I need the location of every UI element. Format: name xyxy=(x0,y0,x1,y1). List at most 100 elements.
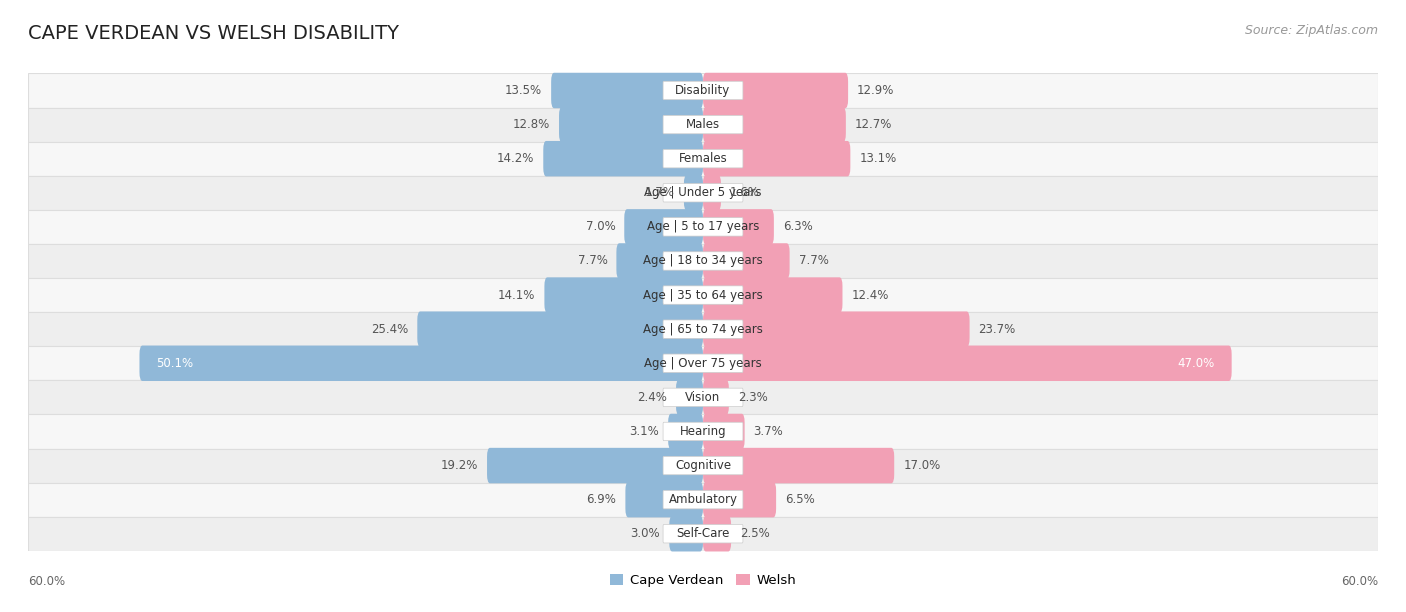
FancyBboxPatch shape xyxy=(28,414,1378,449)
Text: 19.2%: 19.2% xyxy=(440,459,478,472)
Text: 25.4%: 25.4% xyxy=(371,323,408,335)
FancyBboxPatch shape xyxy=(703,175,721,211)
FancyBboxPatch shape xyxy=(703,379,728,415)
FancyBboxPatch shape xyxy=(616,243,703,278)
Text: 60.0%: 60.0% xyxy=(1341,575,1378,588)
Text: Age | 5 to 17 years: Age | 5 to 17 years xyxy=(647,220,759,233)
FancyBboxPatch shape xyxy=(28,380,1378,414)
Text: Age | 35 to 64 years: Age | 35 to 64 years xyxy=(643,289,763,302)
Text: 14.2%: 14.2% xyxy=(496,152,534,165)
FancyBboxPatch shape xyxy=(664,218,742,236)
FancyBboxPatch shape xyxy=(551,73,703,108)
FancyBboxPatch shape xyxy=(676,379,703,415)
Text: 3.1%: 3.1% xyxy=(630,425,659,438)
FancyBboxPatch shape xyxy=(664,422,742,441)
Text: CAPE VERDEAN VS WELSH DISABILITY: CAPE VERDEAN VS WELSH DISABILITY xyxy=(28,24,399,43)
Text: 2.4%: 2.4% xyxy=(637,391,666,404)
FancyBboxPatch shape xyxy=(543,141,703,176)
FancyBboxPatch shape xyxy=(418,312,703,347)
Text: 2.5%: 2.5% xyxy=(740,528,770,540)
Text: 3.0%: 3.0% xyxy=(631,528,661,540)
FancyBboxPatch shape xyxy=(703,141,851,176)
FancyBboxPatch shape xyxy=(28,73,1378,108)
FancyBboxPatch shape xyxy=(703,346,1232,381)
FancyBboxPatch shape xyxy=(28,278,1378,312)
FancyBboxPatch shape xyxy=(28,517,1378,551)
FancyBboxPatch shape xyxy=(28,312,1378,346)
Text: Source: ZipAtlas.com: Source: ZipAtlas.com xyxy=(1244,24,1378,37)
Text: Cognitive: Cognitive xyxy=(675,459,731,472)
FancyBboxPatch shape xyxy=(664,320,742,338)
FancyBboxPatch shape xyxy=(703,414,745,449)
FancyBboxPatch shape xyxy=(664,149,742,168)
Text: Age | Over 75 years: Age | Over 75 years xyxy=(644,357,762,370)
Text: 6.3%: 6.3% xyxy=(783,220,813,233)
Text: 60.0%: 60.0% xyxy=(28,575,65,588)
FancyBboxPatch shape xyxy=(703,516,731,551)
FancyBboxPatch shape xyxy=(28,346,1378,380)
Text: 47.0%: 47.0% xyxy=(1178,357,1215,370)
Text: 50.1%: 50.1% xyxy=(156,357,194,370)
FancyBboxPatch shape xyxy=(703,73,848,108)
Text: Disability: Disability xyxy=(675,84,731,97)
Text: 17.0%: 17.0% xyxy=(903,459,941,472)
Text: 12.9%: 12.9% xyxy=(858,84,894,97)
FancyBboxPatch shape xyxy=(28,176,1378,210)
Text: 13.5%: 13.5% xyxy=(505,84,543,97)
FancyBboxPatch shape xyxy=(28,108,1378,141)
Text: 7.7%: 7.7% xyxy=(578,255,607,267)
FancyBboxPatch shape xyxy=(683,175,703,211)
Text: 7.0%: 7.0% xyxy=(585,220,616,233)
FancyBboxPatch shape xyxy=(624,209,703,245)
Text: 7.7%: 7.7% xyxy=(799,255,828,267)
FancyBboxPatch shape xyxy=(664,524,742,543)
FancyBboxPatch shape xyxy=(544,277,703,313)
Text: 23.7%: 23.7% xyxy=(979,323,1015,335)
FancyBboxPatch shape xyxy=(28,449,1378,483)
FancyBboxPatch shape xyxy=(703,209,773,245)
Text: Self-Care: Self-Care xyxy=(676,528,730,540)
Text: Age | 65 to 74 years: Age | 65 to 74 years xyxy=(643,323,763,335)
FancyBboxPatch shape xyxy=(664,81,742,100)
Text: 12.7%: 12.7% xyxy=(855,118,893,131)
FancyBboxPatch shape xyxy=(703,312,970,347)
FancyBboxPatch shape xyxy=(560,107,703,143)
Text: 14.1%: 14.1% xyxy=(498,289,536,302)
FancyBboxPatch shape xyxy=(664,252,742,270)
Text: 3.7%: 3.7% xyxy=(754,425,783,438)
Text: Males: Males xyxy=(686,118,720,131)
Text: Females: Females xyxy=(679,152,727,165)
FancyBboxPatch shape xyxy=(664,184,742,202)
Text: 13.1%: 13.1% xyxy=(859,152,897,165)
FancyBboxPatch shape xyxy=(703,107,846,143)
Text: Vision: Vision xyxy=(685,391,721,404)
FancyBboxPatch shape xyxy=(28,210,1378,244)
FancyBboxPatch shape xyxy=(28,483,1378,517)
FancyBboxPatch shape xyxy=(139,346,703,381)
FancyBboxPatch shape xyxy=(664,457,742,475)
FancyBboxPatch shape xyxy=(703,243,790,278)
FancyBboxPatch shape xyxy=(664,388,742,406)
FancyBboxPatch shape xyxy=(626,482,703,517)
FancyBboxPatch shape xyxy=(28,244,1378,278)
FancyBboxPatch shape xyxy=(664,286,742,304)
FancyBboxPatch shape xyxy=(664,354,742,373)
FancyBboxPatch shape xyxy=(668,414,703,449)
Text: Ambulatory: Ambulatory xyxy=(668,493,738,506)
FancyBboxPatch shape xyxy=(703,277,842,313)
FancyBboxPatch shape xyxy=(703,482,776,517)
Text: 12.8%: 12.8% xyxy=(513,118,550,131)
Text: 6.5%: 6.5% xyxy=(785,493,815,506)
FancyBboxPatch shape xyxy=(664,490,742,509)
Text: 1.6%: 1.6% xyxy=(730,186,759,200)
FancyBboxPatch shape xyxy=(703,448,894,483)
Text: 6.9%: 6.9% xyxy=(586,493,616,506)
Text: 1.7%: 1.7% xyxy=(645,186,675,200)
FancyBboxPatch shape xyxy=(486,448,703,483)
Legend: Cape Verdean, Welsh: Cape Verdean, Welsh xyxy=(610,574,796,587)
Text: 12.4%: 12.4% xyxy=(852,289,889,302)
Text: Age | 18 to 34 years: Age | 18 to 34 years xyxy=(643,255,763,267)
Text: Hearing: Hearing xyxy=(679,425,727,438)
FancyBboxPatch shape xyxy=(664,116,742,134)
Text: 2.3%: 2.3% xyxy=(738,391,768,404)
